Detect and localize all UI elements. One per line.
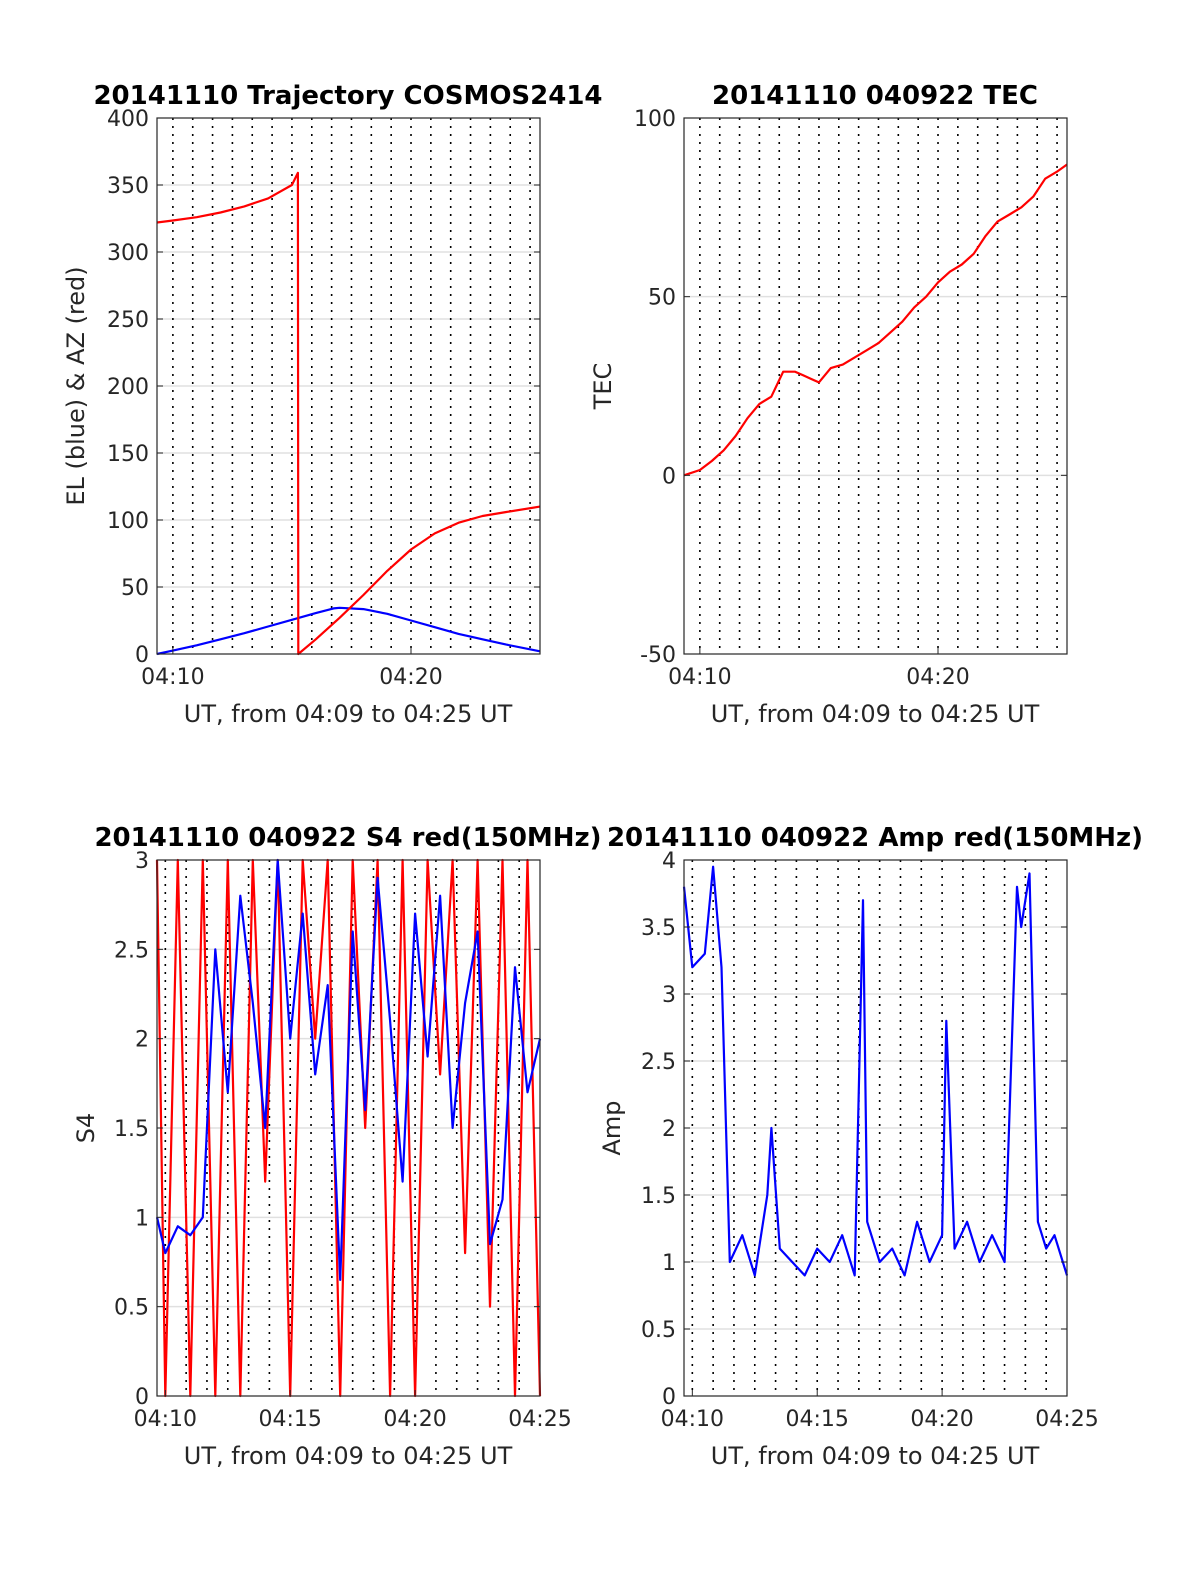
y-tick-label: 0 bbox=[135, 1385, 149, 1410]
y-tick-label: 2 bbox=[662, 1117, 676, 1142]
chart-title: 20141110 040922 TEC bbox=[712, 81, 1038, 111]
x-tick-label: 04:10 bbox=[134, 1407, 197, 1432]
y-tick-label: 200 bbox=[107, 375, 149, 400]
series-line-tec bbox=[683, 163, 1068, 477]
panel-s4: 0 0.5 1 1.5 2 2.5 3 04:10 04:15 04:20 04:25 201411… bbox=[72, 823, 602, 1470]
chart-title: 20141110 040922 S4 red(150MHz) bbox=[94, 823, 601, 853]
x-tick-label: 04:15 bbox=[259, 1407, 322, 1432]
y-tick-label: 150 bbox=[107, 442, 149, 467]
series-layer bbox=[155, 858, 542, 1398]
y-tick-label: 0.5 bbox=[114, 1296, 149, 1321]
y-tick-label: 2 bbox=[135, 1028, 149, 1053]
y-tick-label: 300 bbox=[107, 241, 149, 266]
tick-layer: 0 50 100 150 200 250 300 350 400 04:10 04:20 bbox=[107, 107, 540, 690]
x-tick-label: 04:10 bbox=[141, 665, 204, 690]
y-tick-label: 4 bbox=[662, 849, 676, 874]
x-axis-label: UT, from 04:09 to 04:25 UT bbox=[711, 1442, 1040, 1470]
series-line-s4-blue bbox=[155, 858, 542, 1281]
x-tick-label: 04:10 bbox=[668, 665, 731, 690]
x-axis-label: UT, from 04:09 to 04:25 UT bbox=[711, 700, 1040, 728]
y-tick-label: 250 bbox=[107, 308, 149, 333]
x-tick-label: 04:20 bbox=[383, 1407, 446, 1432]
y-tick-label: 0 bbox=[135, 643, 149, 668]
x-tick-label: 04:25 bbox=[508, 1407, 571, 1432]
x-tick-label: 04:10 bbox=[661, 1407, 724, 1432]
y-tick-label: 0.5 bbox=[641, 1318, 676, 1343]
tick-layer: 0 0.5 1 1.5 2 2.5 3 04:10 04:15 04:20 04:25 bbox=[114, 849, 572, 1432]
x-tick-label: 04:20 bbox=[906, 665, 969, 690]
grid bbox=[684, 118, 1067, 654]
series-line-az bbox=[156, 171, 541, 656]
y-tick-label: 1 bbox=[135, 1206, 149, 1231]
x-tick-label: 04:15 bbox=[786, 1407, 849, 1432]
x-tick-label: 04:25 bbox=[1035, 1407, 1098, 1432]
x-tick-label: 04:20 bbox=[379, 665, 442, 690]
chart-title: 20141110 Trajectory COSMOS2414 bbox=[93, 81, 602, 111]
y-axis-label: S4 bbox=[72, 1113, 100, 1144]
panel-amp: 0 0.5 1 1.5 2 2.5 3 3.5 4 04:10 04:15 04:20 04:25 20… bbox=[598, 823, 1143, 1470]
plot-area bbox=[684, 118, 1067, 654]
y-tick-label: 2.5 bbox=[641, 1050, 676, 1075]
y-tick-label: 100 bbox=[107, 509, 149, 534]
y-tick-label: 1.5 bbox=[114, 1117, 149, 1142]
x-axis-label: UT, from 04:09 to 04:25 UT bbox=[184, 1442, 513, 1470]
panel-trajectory: 0 50 100 150 200 250 300 350 400 04:10 04:20 20141… bbox=[62, 81, 603, 728]
y-tick-label: 350 bbox=[107, 174, 149, 199]
series-layer bbox=[156, 171, 541, 656]
y-axis-label: TEC bbox=[589, 363, 617, 411]
y-axis-label: EL (blue) & AZ (red) bbox=[62, 266, 90, 505]
grid bbox=[157, 118, 540, 654]
y-tick-label: 0 bbox=[662, 464, 676, 489]
chart-title: 20141110 040922 Amp red(150MHz) bbox=[607, 823, 1143, 853]
series-layer bbox=[682, 865, 1069, 1277]
y-tick-label: 1 bbox=[662, 1251, 676, 1276]
y-tick-label: -50 bbox=[640, 643, 676, 668]
x-tick-label: 04:20 bbox=[910, 1407, 973, 1432]
tick-layer: 0 0.5 1 1.5 2 2.5 3 3.5 4 04:10 04:15 04:20 04:25 bbox=[641, 849, 1099, 1432]
y-tick-label: 100 bbox=[634, 107, 676, 132]
y-tick-label: 0 bbox=[662, 1385, 676, 1410]
y-tick-label: 50 bbox=[121, 576, 149, 601]
grid bbox=[684, 860, 1067, 1396]
axes-box bbox=[683, 117, 1068, 655]
x-axis-label: UT, from 04:09 to 04:25 UT bbox=[184, 700, 513, 728]
series-line-el bbox=[156, 606, 541, 656]
y-tick-label: 3 bbox=[662, 983, 676, 1008]
y-tick-label: 3 bbox=[135, 849, 149, 874]
series-layer bbox=[683, 163, 1068, 477]
series-line-amp bbox=[682, 865, 1069, 1277]
y-tick-label: 400 bbox=[107, 107, 149, 132]
y-tick-label: 3.5 bbox=[641, 916, 676, 941]
y-tick-label: 50 bbox=[648, 286, 676, 311]
y-tick-label: 1.5 bbox=[641, 1184, 676, 1209]
y-tick-label: 2.5 bbox=[114, 938, 149, 963]
y-axis-label: Amp bbox=[598, 1100, 626, 1155]
tick-layer: -50 0 50 100 04:10 04:20 bbox=[634, 107, 1067, 690]
